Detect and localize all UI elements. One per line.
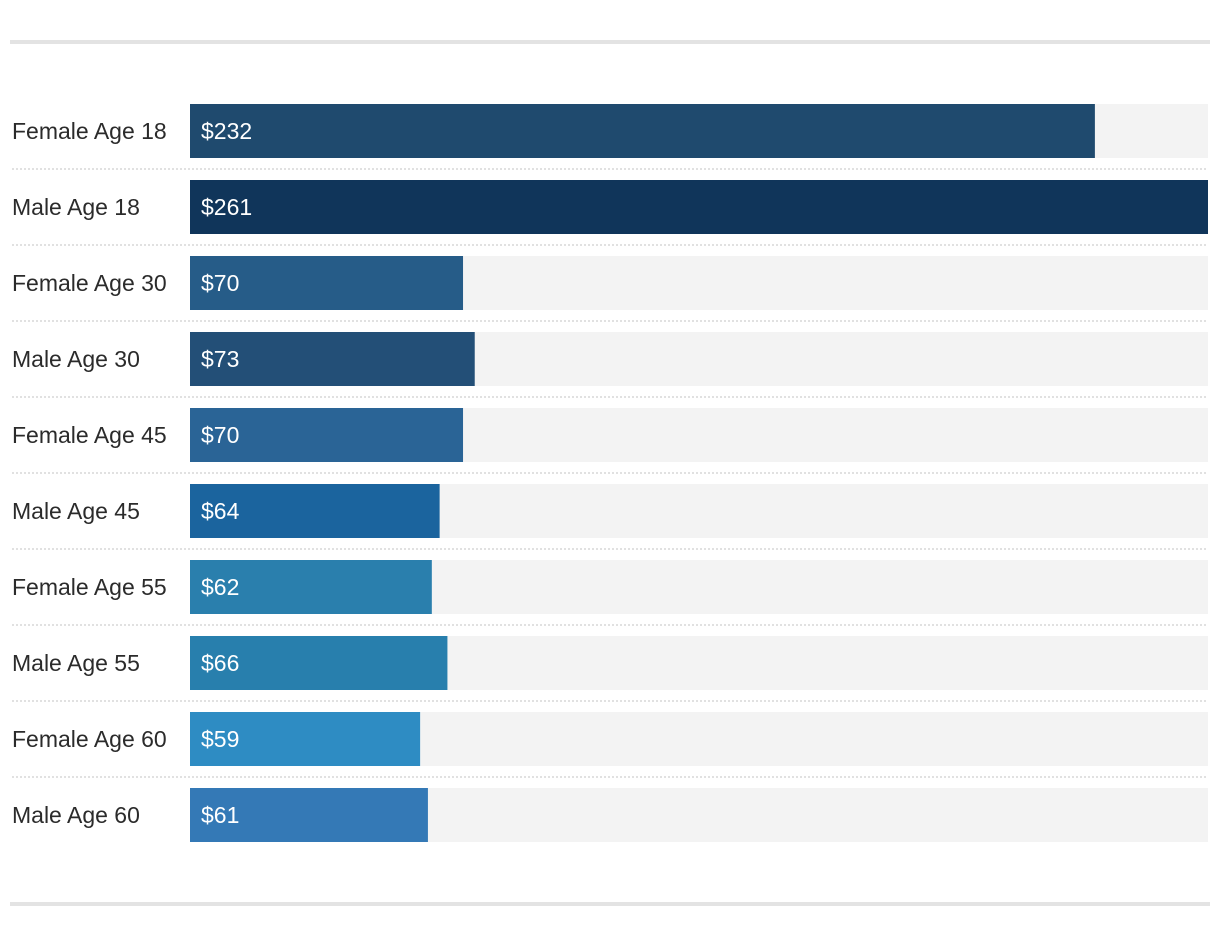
bar <box>190 332 475 386</box>
bar-row: Female Age 18 $232 <box>12 104 1208 170</box>
category-label: Male Age 60 <box>12 802 140 828</box>
value-label: $61 <box>201 802 239 828</box>
bar-row: Male Age 18 $261 <box>12 180 1208 246</box>
bar-row: Male Age 30 $73 <box>12 332 1208 398</box>
bar <box>190 788 428 842</box>
value-label: $232 <box>201 118 252 144</box>
bar-row: Male Age 55 $66 <box>12 636 1208 702</box>
value-label: $62 <box>201 574 239 600</box>
bar-row: Female Age 30 $70 <box>12 256 1208 322</box>
bar-row: Female Age 55 $62 <box>12 560 1208 626</box>
bar-row: Male Age 60 $61 <box>12 788 1208 842</box>
bar <box>190 636 448 690</box>
bar-row: Male Age 45 $64 <box>12 484 1208 550</box>
bar <box>190 560 432 614</box>
value-label: $70 <box>201 422 239 448</box>
category-label: Female Age 18 <box>12 118 167 144</box>
category-label: Female Age 55 <box>12 574 167 600</box>
bar <box>190 712 421 766</box>
category-label: Female Age 45 <box>12 422 167 448</box>
category-label: Male Age 45 <box>12 498 140 524</box>
bar <box>190 256 464 310</box>
value-label: $64 <box>201 498 240 524</box>
bar <box>190 408 464 462</box>
top-rule <box>10 40 1210 44</box>
bottom-rule <box>10 902 1210 906</box>
bar <box>190 484 440 538</box>
category-label: Male Age 30 <box>12 346 140 372</box>
category-label: Male Age 18 <box>12 194 140 220</box>
value-label: $73 <box>201 346 239 372</box>
category-label: Female Age 60 <box>12 726 167 752</box>
bar <box>190 180 1208 234</box>
value-label: $66 <box>201 650 239 676</box>
bar-row: Female Age 60 $59 <box>12 712 1208 778</box>
category-label: Male Age 55 <box>12 650 140 676</box>
bar <box>190 104 1095 158</box>
category-label: Female Age 30 <box>12 270 167 296</box>
value-label: $261 <box>201 194 252 220</box>
bar-row: Female Age 45 $70 <box>12 408 1208 474</box>
value-label: $59 <box>201 726 239 752</box>
value-label: $70 <box>201 270 239 296</box>
